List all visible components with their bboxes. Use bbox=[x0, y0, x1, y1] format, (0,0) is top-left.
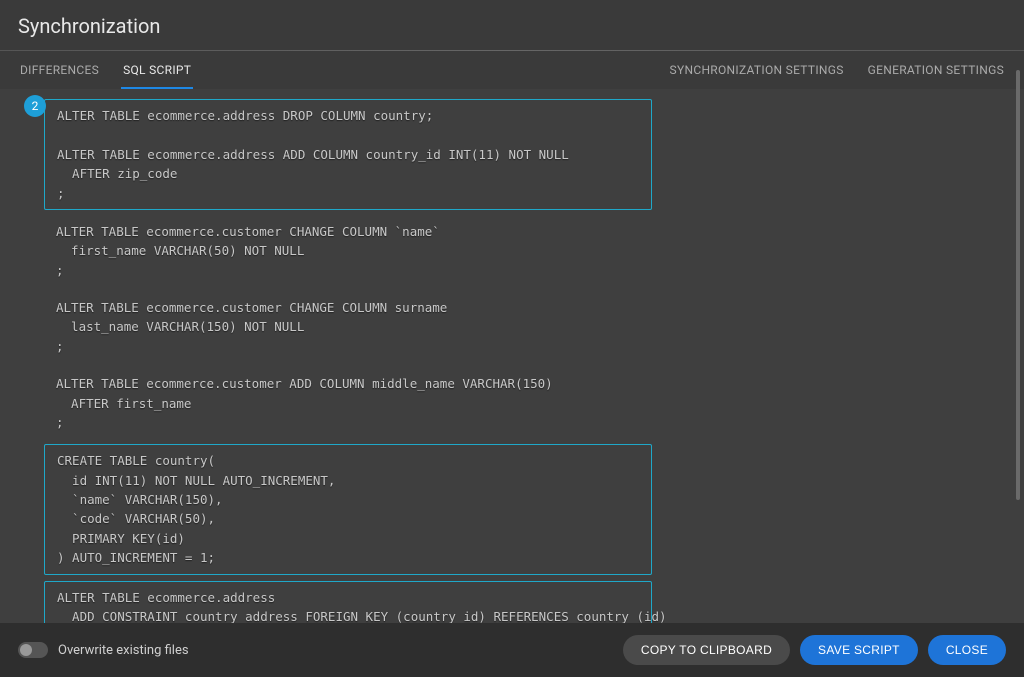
tab-differences[interactable]: DIFFERENCES bbox=[18, 51, 101, 89]
sql-block-0: ALTER TABLE ecommerce.address DROP COLUM… bbox=[44, 99, 652, 210]
footer-bar: Overwrite existing files COPY TO CLIPBOA… bbox=[0, 623, 1024, 677]
page-title: Synchronization bbox=[18, 14, 1006, 38]
close-button[interactable]: CLOSE bbox=[928, 635, 1006, 665]
footer-left-group: Overwrite existing files bbox=[18, 642, 189, 658]
sql-block-1: ALTER TABLE ecommerce.customer CHANGE CO… bbox=[44, 216, 652, 286]
overwrite-toggle[interactable] bbox=[18, 642, 48, 658]
copy-to-clipboard-button[interactable]: COPY TO CLIPBOARD bbox=[623, 635, 790, 665]
tab-generation-settings[interactable]: GENERATION SETTINGS bbox=[866, 51, 1006, 89]
sql-block-2: ALTER TABLE ecommerce.customer CHANGE CO… bbox=[44, 292, 652, 362]
overwrite-toggle-label: Overwrite existing files bbox=[58, 643, 189, 658]
tabs-row: DIFFERENCES SQL SCRIPT SYNCHRONIZATION S… bbox=[0, 51, 1024, 89]
footer-right-group: COPY TO CLIPBOARD SAVE SCRIPT CLOSE bbox=[623, 635, 1006, 665]
save-script-button[interactable]: SAVE SCRIPT bbox=[800, 635, 918, 665]
content-area: 2 ALTER TABLE ecommerce.address DROP COL… bbox=[0, 89, 1024, 623]
tabs-left: DIFFERENCES SQL SCRIPT bbox=[18, 51, 193, 89]
change-count-badge: 2 bbox=[24, 95, 46, 117]
code-container: ALTER TABLE ecommerce.address DROP COLUM… bbox=[12, 99, 652, 623]
sql-block-4: CREATE TABLE country( id INT(11) NOT NUL… bbox=[44, 444, 652, 574]
sql-block-5: ALTER TABLE ecommerce.address ADD CONSTR… bbox=[44, 581, 652, 624]
tab-sync-settings[interactable]: SYNCHRONIZATION SETTINGS bbox=[668, 51, 846, 89]
tabs-right: SYNCHRONIZATION SETTINGS GENERATION SETT… bbox=[668, 51, 1006, 89]
scrollbar[interactable] bbox=[1016, 70, 1020, 500]
sql-block-3: ALTER TABLE ecommerce.customer ADD COLUM… bbox=[44, 368, 652, 438]
dialog-header: Synchronization bbox=[0, 0, 1024, 50]
tab-sql-script[interactable]: SQL SCRIPT bbox=[121, 51, 193, 89]
